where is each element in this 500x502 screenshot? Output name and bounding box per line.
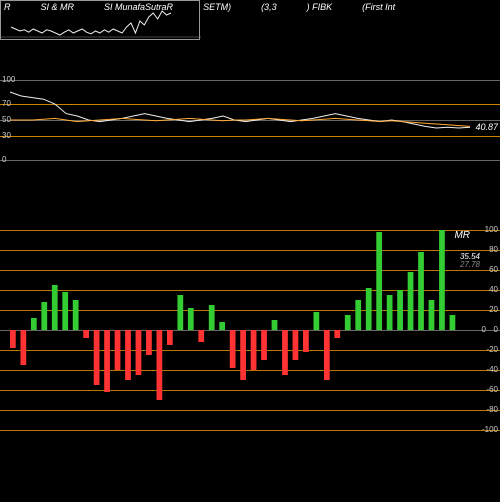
current-value: 40.87	[475, 122, 498, 132]
header-item: (3,3	[261, 2, 277, 14]
mr-label: MR	[454, 230, 470, 241]
header-item: SETM)	[203, 2, 231, 14]
bar-chart-svg	[0, 230, 500, 430]
mini-panel: 100 ss	[0, 0, 200, 40]
header-item: (First Int	[362, 2, 395, 14]
bar-value-2: 27.78	[460, 260, 480, 269]
mini-chart-svg	[1, 1, 201, 41]
oscillator-panel: 0305070100 40.87	[0, 80, 500, 160]
header-item: ) FIBK	[307, 2, 333, 14]
bar-panel: -100-80-60-40-200020406080100 MR 35.54 2…	[0, 230, 500, 430]
line-chart-svg	[0, 80, 500, 160]
